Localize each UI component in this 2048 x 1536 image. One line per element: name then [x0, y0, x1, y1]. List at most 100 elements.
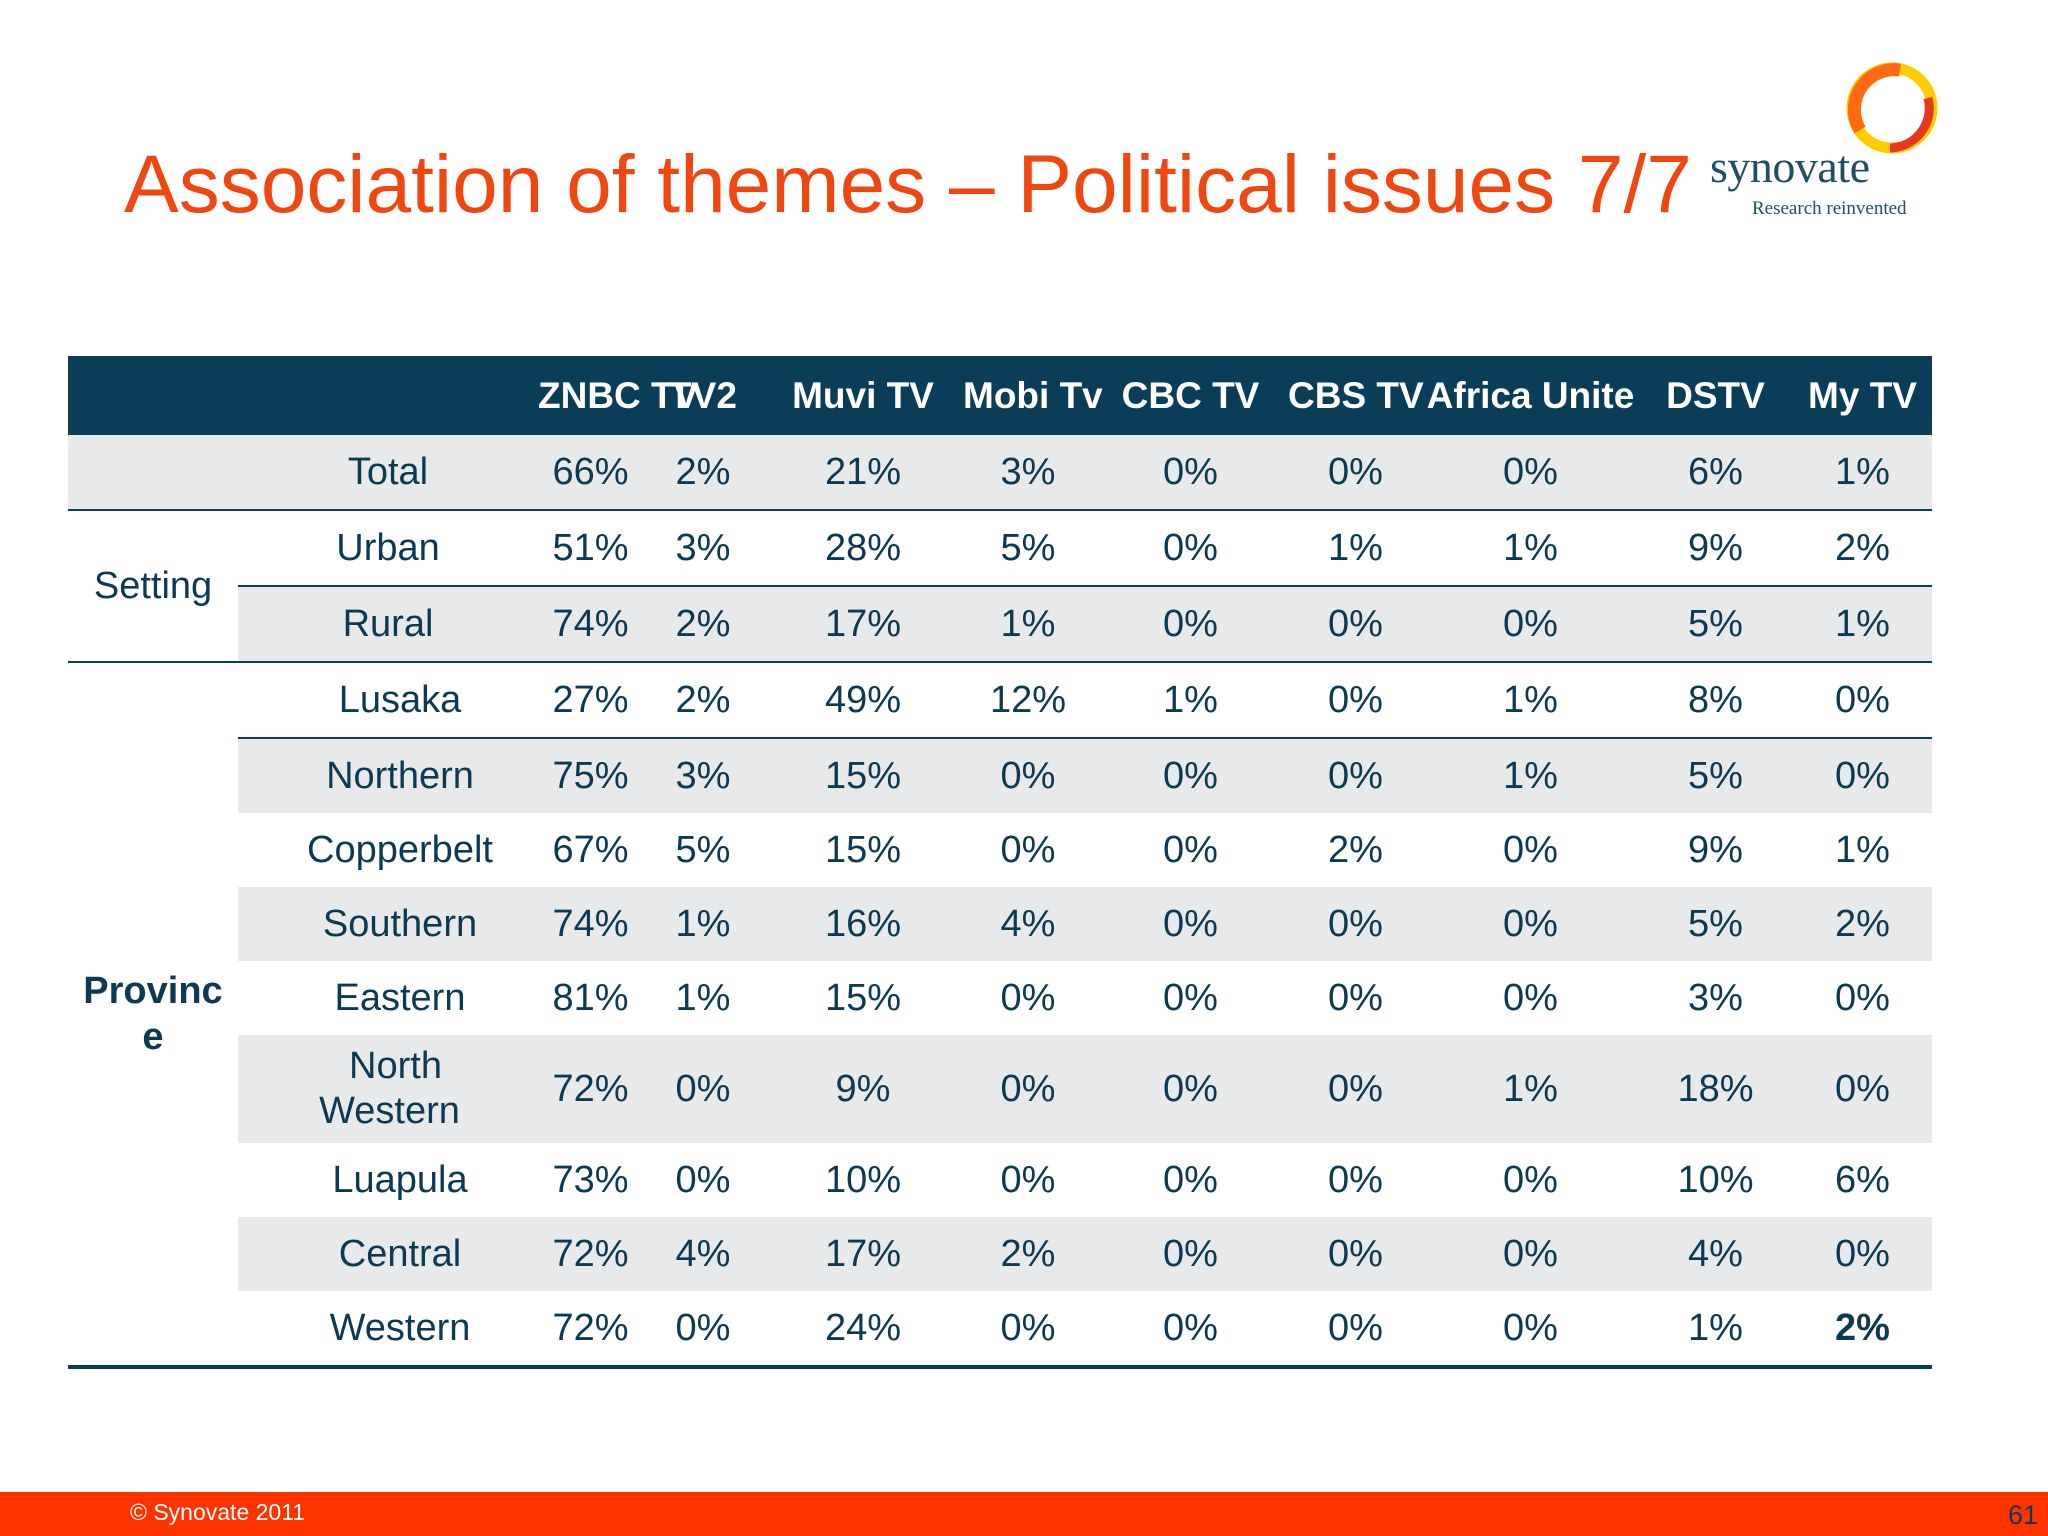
table-row: Copperbelt 67% 5% 15% 0% 0% 2% 0% 9% 1%	[68, 813, 1932, 887]
row-label: Urban	[238, 510, 538, 587]
table-row: Eastern 81% 1% 15% 0% 0% 0% 0% 3% 0%	[68, 961, 1932, 1035]
cell: 17%	[763, 586, 963, 663]
cell: 24%	[763, 1291, 963, 1369]
cell: 9%	[763, 1035, 963, 1143]
cell: 6%	[1835, 1158, 1890, 1201]
cell: 15%	[824, 828, 902, 871]
group-label-province: Provinc e	[68, 662, 238, 1369]
cell: 5%	[675, 828, 731, 871]
cell: 17%	[763, 1217, 963, 1291]
cell: 5%	[1638, 738, 1793, 813]
cell: 0%	[1163, 828, 1218, 871]
theme-association-table: ZNBC TV TV2 Muvi TV Mobi Tv CBC TV CBS T…	[68, 356, 1932, 1369]
table-row: Total 66% 2% 21% 3% 0% 0% 0% 6% 1%	[68, 435, 1932, 511]
cell: 0%	[1793, 1035, 1932, 1143]
cell: 9%	[1688, 828, 1743, 871]
cell: 5%	[1638, 887, 1793, 961]
group-label-province-line2: e	[142, 1016, 164, 1058]
row-label: Central	[238, 1217, 538, 1291]
cell: 2%	[1328, 828, 1383, 871]
cell: 1%	[675, 976, 731, 1019]
cell: 0%	[1093, 738, 1288, 813]
cell: 73%	[552, 1158, 629, 1201]
cell: 5%	[1638, 586, 1793, 663]
cell: 0%	[1503, 1158, 1558, 1201]
table-row: Rural 74% 2% 17% 1% 0% 0% 0% 5% 1%	[68, 586, 1932, 663]
cell: 16%	[763, 887, 963, 961]
logo-wordmark: synovate	[1710, 141, 1870, 192]
row-label: Copperbelt	[307, 828, 493, 871]
table-row: Western 72% 0% 24% 0% 0% 0% 0% 1% 2%	[68, 1291, 1932, 1369]
synovate-logo: synovate Research reinvented	[1700, 58, 1940, 228]
cell: 1%	[1093, 662, 1288, 739]
cell: 15%	[824, 976, 902, 1019]
row-label: Western	[238, 1291, 538, 1369]
synovate-ring-icon	[1846, 62, 1938, 154]
table-row: Setting Urban 51% 3% 28% 5% 0% 1% 1% 9% …	[68, 510, 1932, 663]
cell: 1%	[1423, 662, 1638, 739]
cell: 27%	[538, 662, 643, 739]
table-row: Luapula 73% 0% 10% 0% 0% 0% 0% 10% 6%	[68, 1143, 1932, 1217]
cell: 67%	[552, 828, 629, 871]
col-header: TV2	[643, 356, 763, 435]
logo-tagline: Research reinvented	[1752, 198, 1907, 219]
cell: 0%	[1093, 887, 1288, 961]
cell: 1%	[1288, 510, 1423, 587]
cell: 12%	[963, 662, 1093, 739]
cell: 0%	[1503, 976, 1558, 1019]
cell: 2%	[1793, 510, 1932, 587]
cell: 72%	[538, 1035, 643, 1143]
row-label-line2: Western	[319, 1090, 460, 1132]
row-label: Rural	[238, 586, 538, 663]
cell: 2%	[963, 1217, 1093, 1291]
cell: 2%	[643, 435, 763, 511]
cell: 0%	[1163, 1158, 1218, 1201]
col-header: Mobi Tv	[963, 356, 1103, 435]
col-header: DSTV	[1638, 356, 1793, 435]
cell: 2%	[1793, 1291, 1932, 1369]
header-row: ZNBC TV TV2 Muvi TV Mobi Tv CBC TV CBS T…	[68, 356, 1932, 435]
row-label: Lusaka	[238, 662, 538, 739]
cell: 3%	[643, 738, 763, 813]
group-label-province-line1: Provinc	[83, 970, 223, 1012]
cell: 0%	[1093, 510, 1288, 587]
cell: 0%	[1423, 586, 1638, 663]
table-row: Southern 74% 1% 16% 4% 0% 0% 0% 5% 2%	[68, 887, 1932, 961]
cell: 74%	[538, 586, 643, 663]
cell: 0%	[1093, 1035, 1288, 1143]
cell: 4%	[643, 1217, 763, 1291]
cell: 0%	[643, 1291, 763, 1369]
col-header: My TV	[1793, 356, 1932, 435]
cell: 0%	[1288, 887, 1423, 961]
col-header: ZNBC TV	[538, 356, 698, 435]
cell: 0%	[1288, 1291, 1423, 1369]
cell: 28%	[763, 510, 963, 587]
cell: 1%	[1423, 510, 1638, 587]
col-header: Africa Unite	[1423, 356, 1638, 435]
cell: 8%	[1638, 662, 1793, 739]
row-label: Total	[238, 435, 538, 511]
cell: 0%	[963, 738, 1093, 813]
cell: 0%	[1163, 976, 1218, 1019]
cell: 0%	[963, 1291, 1093, 1369]
cell: 15%	[763, 738, 963, 813]
cell: 21%	[763, 435, 963, 511]
cell: 3%	[643, 510, 763, 587]
row-label-line1: North	[349, 1045, 442, 1087]
row-label: Eastern	[334, 976, 466, 1019]
table-row: Northern 75% 3% 15% 0% 0% 0% 1% 5% 0%	[68, 738, 1932, 813]
cell: 1%	[1638, 1291, 1793, 1369]
table-row: Provinc e Lusaka 27% 2% 49% 12% 1% 0% 1%…	[68, 662, 1932, 1369]
cell: 6%	[1638, 435, 1793, 511]
cell: 10%	[824, 1158, 902, 1201]
col-header: CBS TV	[1288, 356, 1424, 435]
cell: 0%	[643, 1035, 763, 1143]
header-blank	[68, 356, 538, 435]
cell: 1%	[643, 887, 763, 961]
cell: 0%	[1423, 1217, 1638, 1291]
row-label: Luapula	[332, 1158, 468, 1201]
cell: 1%	[1423, 738, 1638, 813]
cell: 72%	[538, 1217, 643, 1291]
cell: 1%	[1835, 828, 1890, 871]
cell: 72%	[538, 1291, 643, 1369]
